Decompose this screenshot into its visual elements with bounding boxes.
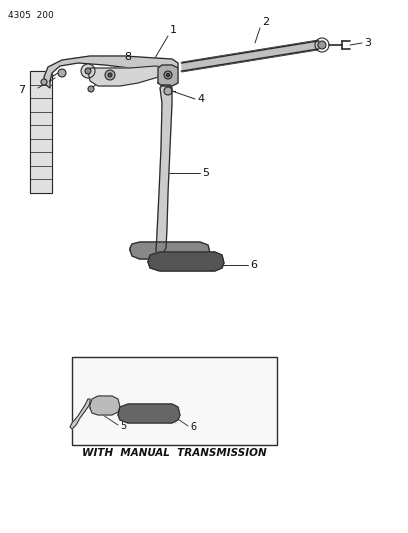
Polygon shape: [130, 242, 210, 259]
Polygon shape: [44, 56, 178, 88]
Text: 4: 4: [197, 94, 204, 104]
Text: 6: 6: [250, 260, 257, 270]
Circle shape: [318, 41, 326, 49]
Text: 8: 8: [124, 52, 131, 62]
Polygon shape: [118, 404, 180, 423]
Polygon shape: [182, 41, 318, 71]
Text: 5: 5: [120, 421, 126, 431]
Circle shape: [58, 69, 66, 77]
Text: 2: 2: [262, 17, 269, 27]
Text: WITH  MANUAL  TRANSMISSION: WITH MANUAL TRANSMISSION: [82, 448, 267, 458]
Circle shape: [164, 71, 172, 79]
Polygon shape: [158, 65, 178, 86]
Text: 6: 6: [190, 422, 196, 432]
Text: 5: 5: [202, 168, 209, 178]
Circle shape: [85, 68, 91, 74]
Circle shape: [164, 87, 172, 95]
Polygon shape: [156, 85, 172, 255]
Polygon shape: [70, 399, 90, 429]
Circle shape: [41, 79, 47, 85]
Circle shape: [88, 86, 94, 92]
Text: 4305  200: 4305 200: [8, 11, 54, 20]
Polygon shape: [30, 71, 52, 193]
Text: 1: 1: [170, 25, 177, 35]
Circle shape: [81, 64, 95, 78]
Polygon shape: [90, 396, 120, 415]
Circle shape: [108, 73, 112, 77]
Bar: [72, 357, 277, 445]
Polygon shape: [148, 252, 224, 271]
Circle shape: [105, 70, 115, 80]
Circle shape: [166, 74, 169, 77]
Polygon shape: [88, 66, 168, 86]
Text: 3: 3: [364, 38, 371, 48]
Text: 7: 7: [18, 85, 26, 95]
